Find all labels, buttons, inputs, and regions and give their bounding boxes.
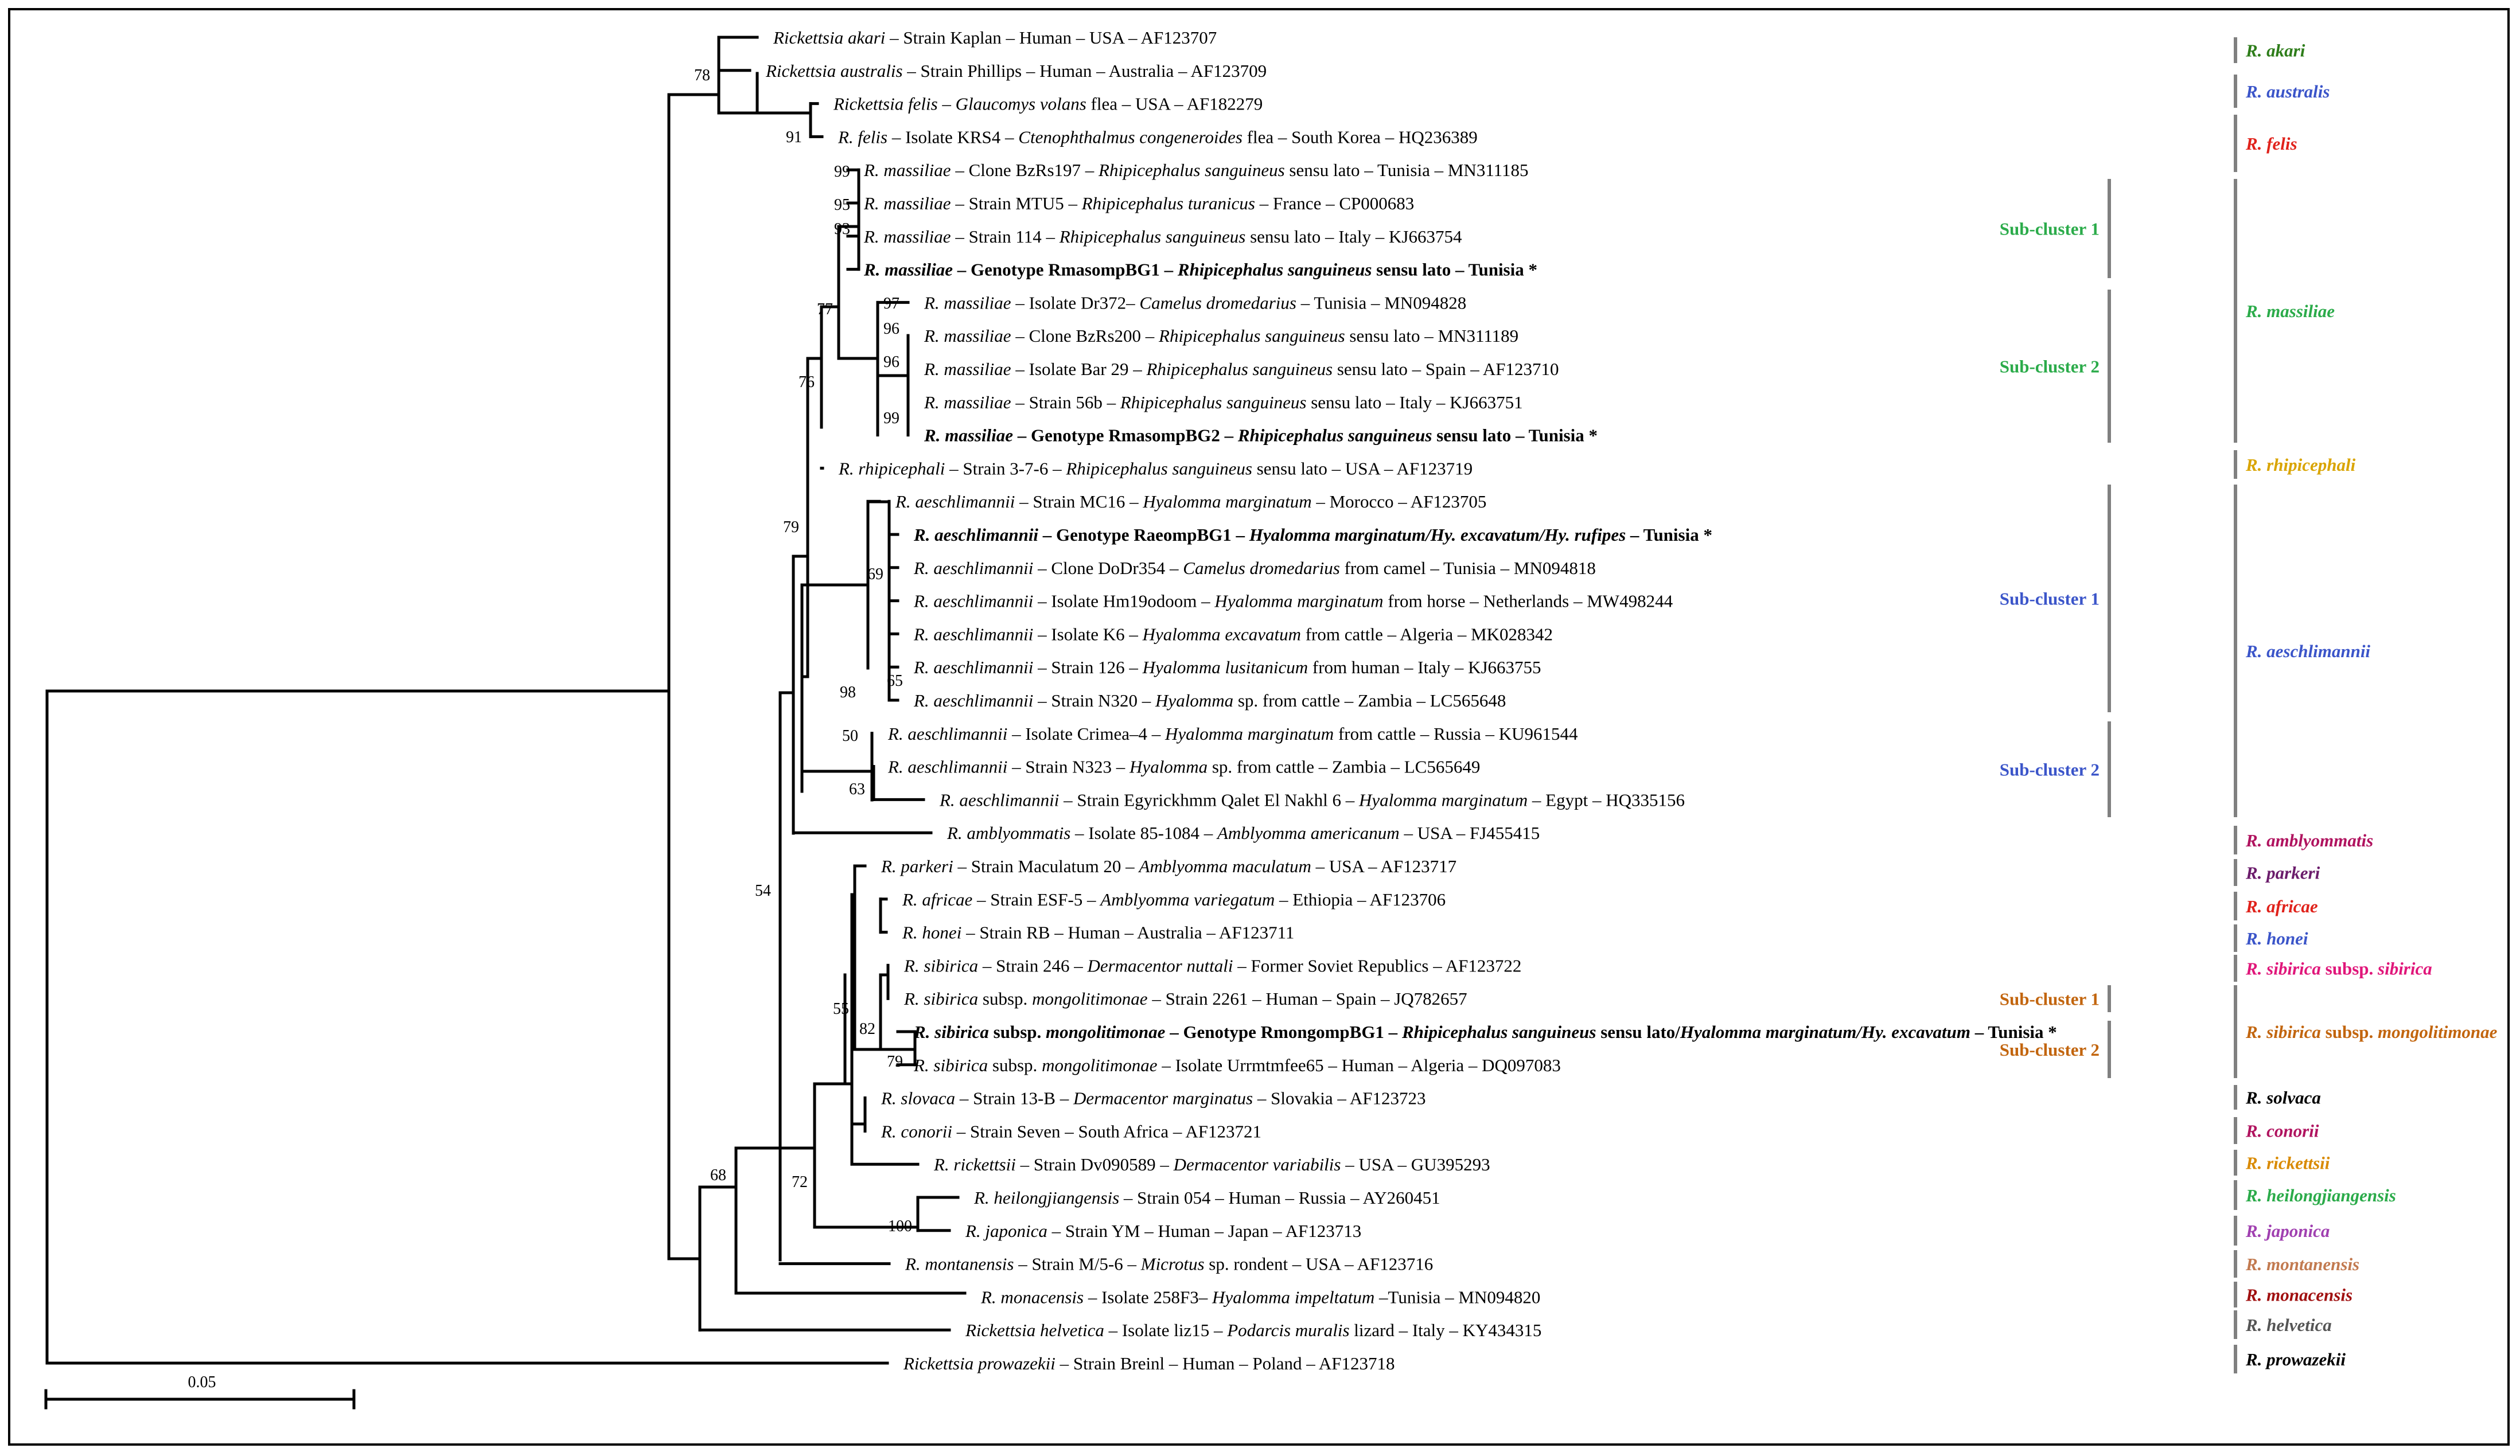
cluster-label: R. solvaca — [2245, 1088, 2321, 1108]
taxon-label: R. massiliae – Genotype RmasompBG2 – Rhi… — [924, 426, 1598, 446]
bootstrap-value: 55 — [833, 1000, 849, 1018]
cluster-label: R. rickettsii — [2245, 1153, 2330, 1173]
subcluster-label: Sub-cluster 2 — [2000, 760, 2100, 780]
bootstrap-value: 50 — [842, 727, 858, 745]
taxon-label: R. massiliae – Strain MTU5 – Rhipicephal… — [863, 193, 1414, 213]
taxon-label: R. aeschlimannii – Strain N323 – Hyalomm… — [887, 757, 1480, 777]
bootstrap-value: 91 — [786, 128, 802, 146]
cluster-label: R. montanensis — [2245, 1254, 2359, 1274]
taxon-label: R. sibirica – Strain 246 – Dermacentor n… — [903, 955, 1521, 975]
bootstrap-value: 98 — [840, 684, 856, 701]
taxon-label: R. aeschlimannii – Strain N320 – Hyalomm… — [913, 690, 1506, 711]
taxon-label: R. slovaca – Strain 13-B – Dermacentor m… — [881, 1088, 1426, 1108]
cluster-label: R. helvetica — [2245, 1315, 2332, 1335]
bootstrap-value: 79 — [887, 1053, 903, 1071]
cluster-label: R. felis — [2245, 134, 2297, 154]
subcluster-label: Sub-cluster 1 — [2000, 989, 2100, 1009]
bootstrap-value: 96 — [883, 353, 899, 371]
cluster-label: R. prowazekii — [2245, 1349, 2346, 1369]
bootstrap-value: 76 — [799, 373, 815, 391]
cluster-label: R. africae — [2245, 896, 2318, 916]
subcluster-label: Sub-cluster 1 — [2000, 589, 2100, 609]
taxon-label: R. massiliae – Clone BzRs200 – Rhipiceph… — [924, 326, 1518, 346]
bootstrap-value: 82 — [859, 1020, 875, 1038]
taxon-label: R. rickettsii – Strain Dv090589 – Dermac… — [933, 1154, 1490, 1174]
cluster-label: R. massiliae — [2245, 301, 2335, 321]
taxon-label: R. aeschlimannii – Isolate K6 – Hyalomma… — [913, 624, 1553, 644]
bootstrap-value: 100 — [888, 1217, 912, 1235]
cluster-label: R. honei — [2245, 928, 2308, 948]
cluster-label: R. aeschlimannii — [2245, 641, 2370, 661]
taxon-label: R. heilongjiangensis – Strain 054 – Huma… — [973, 1188, 1440, 1208]
taxon-label: R. africae – Strain ESF-5 – Amblyomma va… — [902, 889, 1446, 909]
bootstrap-value: 96 — [883, 320, 899, 338]
taxon-label: Rickettsia felis – Glaucomys volans flea… — [833, 94, 1263, 114]
cluster-label: R. amblyommatis — [2245, 830, 2373, 850]
taxon-label: R. massiliae – Strain 114 – Rhipicephalu… — [863, 227, 1462, 247]
taxon-label: R. sibirica subsp. mongolitimonae – Stra… — [903, 989, 1467, 1009]
taxon-label: R. aeschlimannii – Genotype RaeompBG1 – … — [913, 525, 1712, 545]
taxon-label: Rickettsia prowazekii – Strain Breinl – … — [903, 1353, 1395, 1373]
cluster-label: R. akari — [2245, 41, 2305, 61]
subcluster-label: Sub-cluster 1 — [2000, 219, 2100, 239]
bootstrap-value: 54 — [755, 882, 771, 900]
taxon-label: R. sibirica subsp. mongolitimonae – Isol… — [913, 1055, 1561, 1075]
cluster-label: R. conorii — [2245, 1121, 2319, 1141]
taxon-label: R. massiliae – Clone BzRs197 – Rhipiceph… — [863, 160, 1529, 180]
bootstrap-value: 99 — [883, 409, 899, 427]
bootstrap-value: 97 — [883, 295, 899, 313]
cluster-label: R. heilongjiangensis — [2245, 1185, 2396, 1205]
bootstrap-value: 69 — [867, 565, 883, 583]
subcluster-label: Sub-cluster 2 — [2000, 1040, 2100, 1060]
taxon-label: R. aeschlimannii – Isolate Crimea–4 – Hy… — [887, 724, 1578, 744]
bootstrap-value: 65 — [887, 672, 903, 690]
bootstrap-value: 95 — [834, 196, 850, 214]
taxon-label: R. sibirica subsp. mongolitimonae – Geno… — [913, 1022, 2057, 1042]
subcluster-label: Sub-cluster 2 — [2000, 357, 2100, 377]
taxon-label: R. aeschlimannii – Strain MC16 – Hyalomm… — [895, 491, 1486, 512]
cluster-label: R. australis — [2245, 81, 2330, 102]
taxon-label: R. aeschlimannii – Strain 126 – Hyalomma… — [913, 657, 1541, 677]
taxon-label: R. amblyommatis – Isolate 85-1084 – Ambl… — [947, 823, 1540, 843]
taxon-label: R. japonica – Strain YM – Human – Japan … — [965, 1221, 1361, 1241]
bootstrap-value: 93 — [834, 220, 850, 238]
taxon-label: R. aeschlimannii – Clone DoDr354 – Camel… — [913, 558, 1596, 578]
taxon-label: R. aeschlimannii – Strain Egyrickhmm Qal… — [939, 790, 1685, 810]
cluster-label: R. japonica — [2245, 1221, 2330, 1241]
taxon-label: Rickettsia akari – Strain Kaplan – Human… — [773, 28, 1217, 48]
taxon-label: R. montanensis – Strain M/5-6 – Microtus… — [905, 1254, 1433, 1274]
taxon-label: R. parkeri – Strain Maculatum 20 – Ambly… — [881, 856, 1456, 876]
bootstrap-value: 77 — [817, 300, 833, 318]
cluster-label: R. sibirica subsp. sibirica — [2245, 959, 2432, 979]
cluster-label: R. monacensis — [2245, 1285, 2352, 1305]
taxon-label: R. felis – Isolate KRS4 – Ctenophthalmus… — [838, 127, 1478, 147]
taxon-label: R. massiliae – Isolate Bar 29 – Rhipicep… — [924, 359, 1559, 379]
bootstrap-value: 68 — [710, 1166, 726, 1184]
taxon-label: Rickettsia australis – Strain Phillips –… — [765, 61, 1267, 81]
figure-frame — [8, 8, 2510, 1446]
bootstrap-value: 63 — [849, 780, 865, 798]
taxon-label: R. massiliae – Genotype RmasompBG1 – Rhi… — [863, 260, 1537, 280]
scale-bar-label: 0.05 — [188, 1373, 216, 1391]
taxon-label: R. monacensis – Isolate 258F3– Hyalomma … — [980, 1287, 1540, 1307]
taxon-label: R. massiliae – Isolate Dr372– Camelus dr… — [924, 292, 1466, 313]
bootstrap-value: 78 — [694, 67, 710, 84]
taxon-label: R. massiliae – Strain 56b – Rhipicephalu… — [924, 392, 1523, 412]
bootstrap-value: 79 — [783, 518, 799, 536]
bootstrap-value: 72 — [792, 1173, 808, 1191]
bootstrap-value: 99 — [834, 163, 850, 181]
cluster-label: R. parkeri — [2245, 863, 2320, 883]
cluster-label: R. rhipicephali — [2245, 455, 2356, 475]
taxon-label: R. aeschlimannii – Isolate Hm19odoom – H… — [913, 591, 1673, 611]
taxon-label: R. conorii – Strain Seven – South Africa… — [881, 1121, 1261, 1141]
taxon-label: Rickettsia helvetica – Isolate liz15 – P… — [965, 1320, 1541, 1340]
taxon-label: R. honei – Strain RB – Human – Australia… — [902, 923, 1294, 943]
cluster-label: R. sibirica subsp. mongolitimonae — [2245, 1022, 2498, 1042]
taxon-label: R. rhipicephali – Strain 3-7-6 – Rhipice… — [838, 458, 1473, 478]
